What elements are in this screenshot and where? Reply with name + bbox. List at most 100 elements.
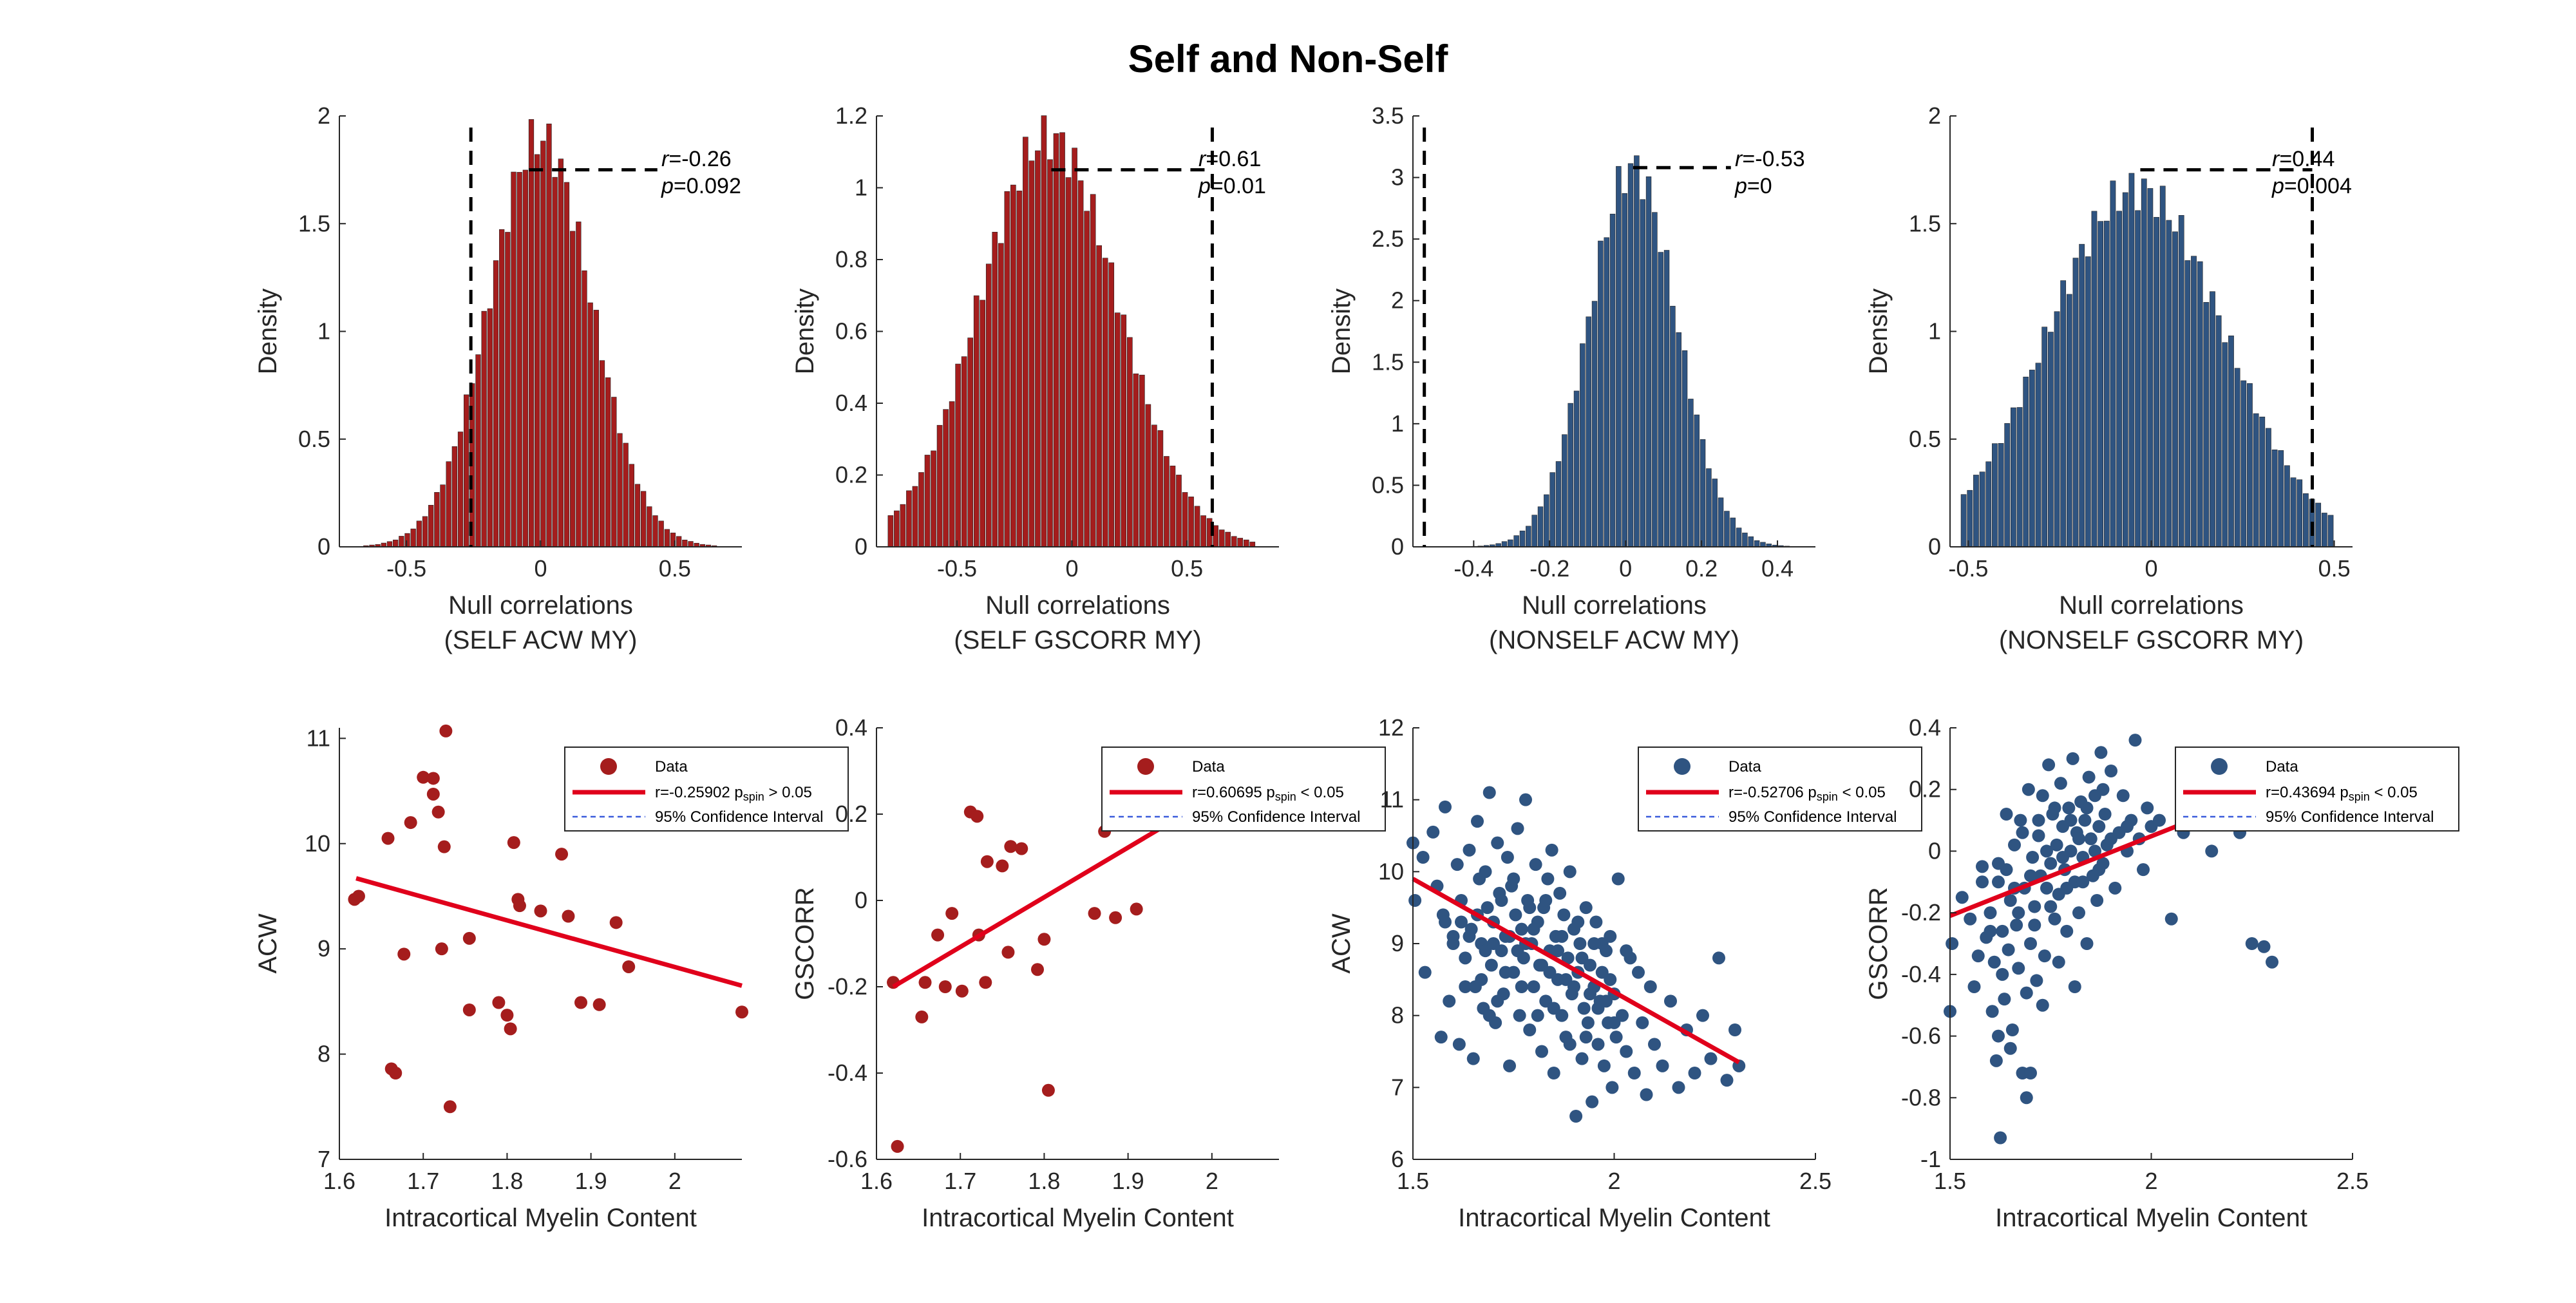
- data-point: [1452, 1038, 1466, 1051]
- data-point: [1609, 1031, 1623, 1044]
- x-axis-label: Null correlations: [2059, 591, 2244, 620]
- histogram-bar: [1114, 312, 1121, 547]
- data-point: [1416, 851, 1430, 864]
- data-point: [1704, 1052, 1718, 1065]
- data-point: [2022, 783, 2035, 796]
- histogram-bar: [1016, 191, 1023, 547]
- data-point: [462, 1003, 476, 1016]
- data-point: [462, 931, 476, 945]
- data-point: [1579, 1031, 1593, 1044]
- data-point: [2005, 1023, 2019, 1036]
- y-tick-label: 0: [317, 533, 330, 560]
- data-point: [1446, 937, 1460, 950]
- data-point: [2050, 838, 2063, 851]
- data-point: [1992, 875, 2005, 889]
- histogram-bar: [1164, 456, 1170, 547]
- data-point: [1523, 1023, 1537, 1036]
- data-point: [1728, 1023, 1741, 1036]
- histogram-bar: [1047, 159, 1053, 547]
- data-point: [1501, 851, 1514, 864]
- histogram-bar: [936, 424, 943, 547]
- data-point: [1571, 915, 1585, 929]
- data-point: [1471, 815, 1484, 828]
- hist-panel-3: -0.5 0 0.5 0 0.5 1 1.5 2 r=0.44 p=0.004 Null corre…: [1864, 102, 2353, 654]
- data-point: [1712, 951, 1725, 965]
- data-point: [1989, 1054, 2003, 1067]
- y-tick-label: 0.4: [835, 390, 867, 416]
- histogram-bar: [634, 484, 641, 547]
- histogram-bar: [2041, 327, 2048, 547]
- histogram-bar: [475, 354, 481, 547]
- histogram-bar: [605, 377, 611, 547]
- data-point: [2008, 838, 2021, 851]
- histogram-bar: [1041, 115, 1047, 547]
- histogram-bar: [558, 158, 564, 547]
- y-tick-label: 1: [855, 175, 867, 201]
- histogram-bar: [434, 492, 440, 547]
- histogram-bar: [664, 529, 670, 547]
- histogram-bar: [1663, 250, 1670, 547]
- data-point: [2090, 894, 2104, 907]
- data-point: [2048, 912, 2061, 926]
- histogram-bar: [1712, 479, 1718, 547]
- data-point: [1487, 937, 1500, 950]
- histogram-bar: [676, 536, 682, 547]
- x-tick-label: 0.2: [1685, 555, 1718, 582]
- histogram-bar: [2103, 220, 2110, 547]
- panel-subtitle: (SELF ACW MY): [444, 626, 637, 654]
- histogram-bar: [1237, 538, 1244, 547]
- data-point: [1643, 980, 1657, 993]
- data-point: [1577, 1002, 1591, 1015]
- data-point: [2084, 832, 2098, 846]
- x-tick-label: 1.9: [575, 1168, 607, 1194]
- histogram-bar: [1676, 332, 1681, 547]
- y-tick-label: 12: [1378, 714, 1404, 741]
- data-point: [1426, 825, 1440, 839]
- histogram-bar: [546, 123, 552, 547]
- histogram-bar: [1537, 506, 1544, 547]
- data-point: [1551, 944, 1564, 958]
- histogram-bar: [2266, 428, 2271, 547]
- x-tick-label: 2: [2145, 1168, 2157, 1194]
- data-point: [2026, 851, 2040, 864]
- data-point: [1535, 1045, 1548, 1058]
- histogram-bar: [1549, 472, 1555, 547]
- data-point: [500, 1009, 514, 1022]
- data-point: [1482, 786, 1496, 799]
- histogram-bar: [2147, 188, 2154, 547]
- x-tick-label: 1.5: [1934, 1168, 1966, 1194]
- data-point: [1463, 843, 1476, 857]
- x-axis-label: Null correlations: [448, 591, 633, 620]
- data-point: [1573, 937, 1587, 950]
- x-tick-label: -0.4: [1454, 555, 1493, 582]
- data-point: [2066, 752, 2079, 765]
- data-point: [1946, 937, 1959, 950]
- y-tick-label: 2: [1391, 287, 1404, 314]
- data-point: [1996, 967, 2009, 981]
- data-point: [2076, 875, 2090, 889]
- histogram-bar: [2247, 383, 2253, 547]
- y-tick-label: 11: [307, 725, 330, 751]
- x-tick-label: 0: [2145, 555, 2157, 582]
- histogram-bar: [2234, 368, 2240, 547]
- histogram-bar: [1681, 350, 1688, 547]
- data-point: [1636, 1016, 1649, 1029]
- histogram-bar: [2222, 342, 2228, 547]
- data-point: [955, 984, 969, 998]
- data-point: [1511, 822, 1524, 835]
- data-point: [931, 928, 945, 942]
- histogram-bar: [2166, 220, 2172, 547]
- histogram-bar: [2035, 363, 2041, 547]
- histogram-bar: [2135, 210, 2141, 547]
- y-tick-label: 0.2: [835, 462, 867, 488]
- y-axis-label: Density: [1327, 289, 1356, 374]
- x-tick-label: 1.7: [944, 1168, 976, 1194]
- data-point: [1696, 1009, 1709, 1022]
- histogram-bar: [2122, 192, 2128, 547]
- data-point: [352, 889, 365, 903]
- data-point: [1640, 1088, 1653, 1101]
- y-tick-label: 0.2: [835, 801, 867, 827]
- panels: -0.5 0 0.5 0 0.5 1 1.5 2 r=-0.26 p=0.092 Null corr…: [254, 102, 2459, 1232]
- data-point: [1507, 872, 1520, 886]
